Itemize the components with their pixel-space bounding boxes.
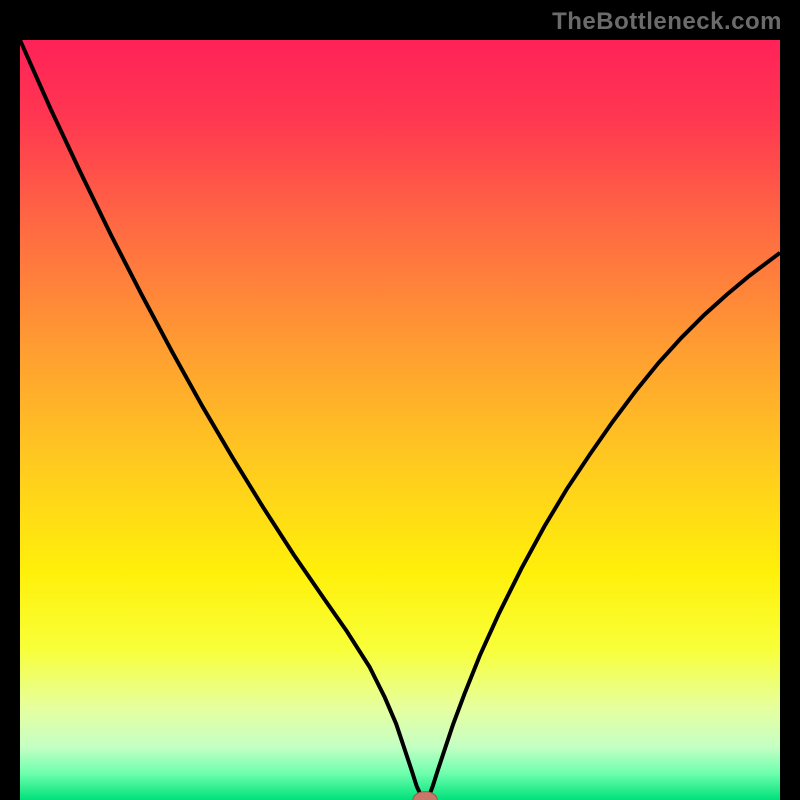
plot-area <box>20 40 780 780</box>
gradient-background <box>20 40 780 800</box>
chart-frame: TheBottleneck.com <box>0 0 800 800</box>
bottleneck-chart <box>20 40 780 800</box>
watermark-text: TheBottleneck.com <box>552 8 782 36</box>
